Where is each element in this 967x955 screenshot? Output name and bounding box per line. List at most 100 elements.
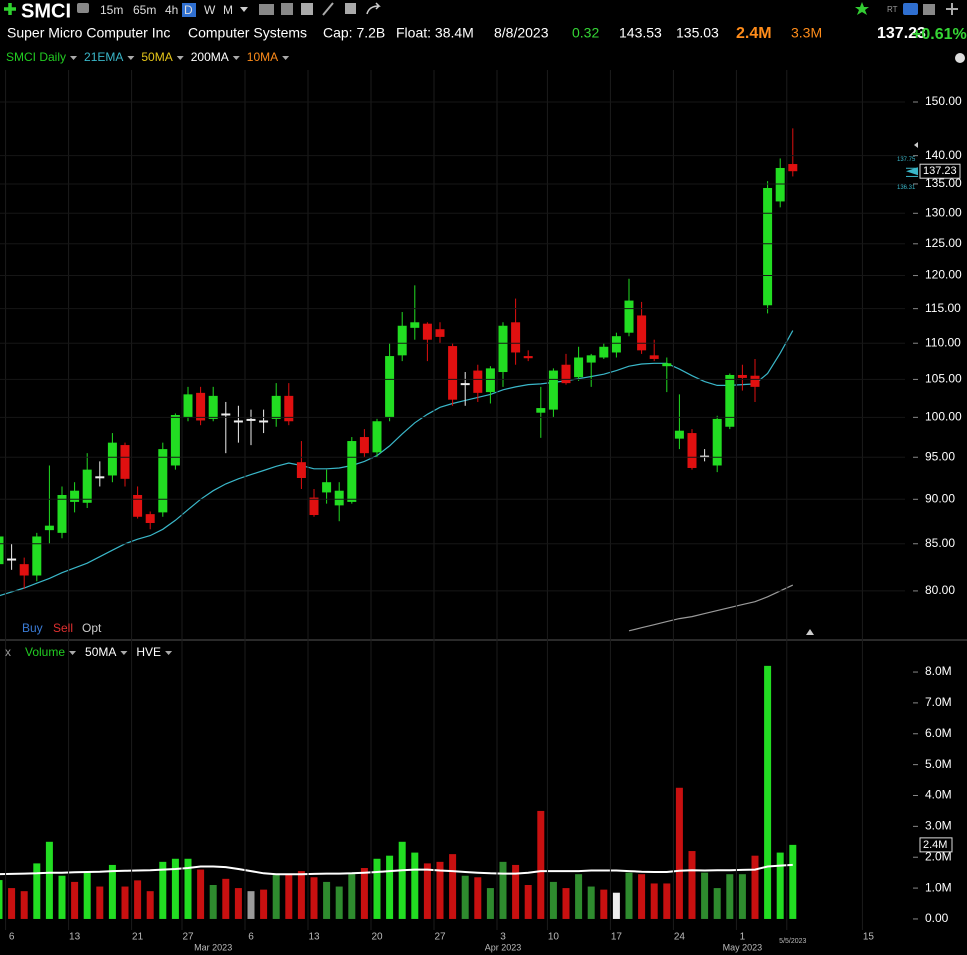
volume-bar — [33, 863, 41, 919]
order-button[interactable]: Buy — [22, 621, 43, 635]
toolbar-icon[interactable] — [281, 3, 293, 15]
symbol[interactable]: SMCI — [21, 0, 71, 22]
candle-body — [309, 497, 319, 516]
volume-bar — [486, 888, 494, 919]
legend-item[interactable]: SMCI Daily — [6, 50, 66, 64]
axis-arrow — [914, 142, 918, 148]
last-price-label: 137.23 — [923, 165, 957, 177]
dropdown-caret[interactable] — [176, 56, 184, 60]
x-tick-label: 3 — [500, 932, 506, 943]
interval[interactable]: D — [184, 3, 193, 17]
legend-item[interactable]: 50MA — [85, 645, 116, 659]
y-tick-label: 2.0M — [925, 849, 952, 863]
dropdown-caret[interactable] — [120, 651, 128, 655]
add-icon[interactable] — [4, 3, 16, 15]
alert-icon[interactable] — [903, 3, 918, 15]
y-tick-label: 7.0M — [925, 695, 952, 709]
volume-bar — [474, 877, 482, 919]
last-price-pointer — [906, 167, 918, 176]
low: 135.03 — [676, 25, 719, 41]
candle-body — [221, 413, 231, 416]
toolbar-icon[interactable] — [301, 3, 313, 15]
volume-bar — [575, 874, 583, 919]
legend-item[interactable]: HVE — [136, 645, 161, 659]
y-tick-label: 125.00 — [925, 236, 962, 250]
candle-body — [233, 420, 243, 423]
volume-bar — [8, 888, 16, 919]
close-panel[interactable]: x — [5, 645, 11, 659]
interval[interactable]: 4h — [165, 3, 178, 17]
legend-item[interactable]: 200MA — [191, 50, 229, 64]
candle-body — [473, 370, 483, 393]
volume-bar — [789, 844, 797, 919]
change-pct: +0.61% — [912, 26, 967, 43]
y-tick-label: 130.00 — [925, 205, 962, 219]
float: Float: 38.4M — [396, 25, 474, 41]
candle-body — [347, 441, 357, 502]
legend-item[interactable]: 50MA — [141, 50, 172, 64]
last-price-box — [919, 163, 961, 179]
candle-body — [57, 494, 67, 533]
dropdown-caret[interactable] — [70, 56, 78, 60]
volume-bar — [297, 871, 305, 919]
star-icon[interactable] — [855, 2, 869, 15]
toolbar-icon[interactable] — [345, 3, 356, 14]
interval[interactable]: M — [223, 3, 233, 17]
share-icon[interactable] — [366, 2, 381, 15]
candle-body — [725, 374, 735, 427]
x-tick-label: 20 — [371, 932, 383, 943]
toolbar-icon[interactable] — [259, 4, 274, 15]
order-button[interactable]: Sell — [53, 621, 73, 635]
interval[interactable]: 65m — [133, 3, 156, 17]
legend-item[interactable]: 21EMA — [84, 50, 123, 64]
candle-body — [574, 357, 584, 378]
volume-bar — [373, 858, 381, 919]
candle-body — [208, 395, 218, 419]
volume-bar — [58, 875, 66, 919]
candle-body — [775, 167, 785, 202]
candle-body — [158, 449, 168, 513]
volume-bar — [184, 858, 192, 919]
chart-icon[interactable] — [77, 3, 89, 13]
dropdown-caret[interactable] — [165, 651, 173, 655]
y-tick-label: 0.00 — [925, 911, 949, 925]
candle-body — [410, 322, 420, 328]
save-icon[interactable] — [923, 4, 935, 15]
volume-bar — [776, 852, 784, 919]
interval-active — [182, 3, 196, 17]
interval[interactable]: W — [204, 3, 216, 17]
candle-body — [95, 476, 105, 479]
candle-body — [700, 455, 710, 458]
candle-body — [536, 408, 546, 413]
interval[interactable]: 15m — [100, 3, 123, 17]
candle-body — [196, 392, 206, 421]
volume-bar — [461, 875, 469, 919]
price-plot — [0, 128, 798, 632]
dropdown-caret[interactable] — [69, 651, 77, 655]
volume-bar — [209, 885, 217, 919]
draw-icon[interactable] — [322, 2, 334, 16]
order-button[interactable]: Opt — [82, 621, 102, 635]
dropdown-caret[interactable] — [232, 56, 240, 60]
candle-body — [649, 355, 659, 359]
move-icon[interactable] — [946, 3, 958, 15]
legend-item[interactable]: 10MA — [247, 50, 278, 64]
volume-bar — [285, 874, 293, 919]
dropdown-caret[interactable] — [127, 56, 135, 60]
settings-icon[interactable] — [955, 53, 965, 63]
x-tick-label: 15 — [863, 932, 875, 943]
candle-body — [586, 355, 596, 363]
candle-body — [120, 445, 130, 479]
date: 8/8/2023 — [494, 25, 549, 41]
candle-body — [7, 558, 17, 561]
volume-bar — [348, 872, 356, 919]
market-cap: Cap: 7.2B — [323, 25, 385, 41]
y-tick-label: 80.00 — [925, 583, 955, 597]
y-tick-label: 90.00 — [925, 491, 955, 505]
volume-bar — [121, 886, 129, 919]
legend-item[interactable]: Volume — [25, 645, 65, 659]
candle-body — [19, 564, 29, 576]
dropdown-caret[interactable] — [282, 56, 290, 60]
volume-bar — [71, 881, 79, 919]
interval-menu[interactable] — [240, 7, 248, 12]
